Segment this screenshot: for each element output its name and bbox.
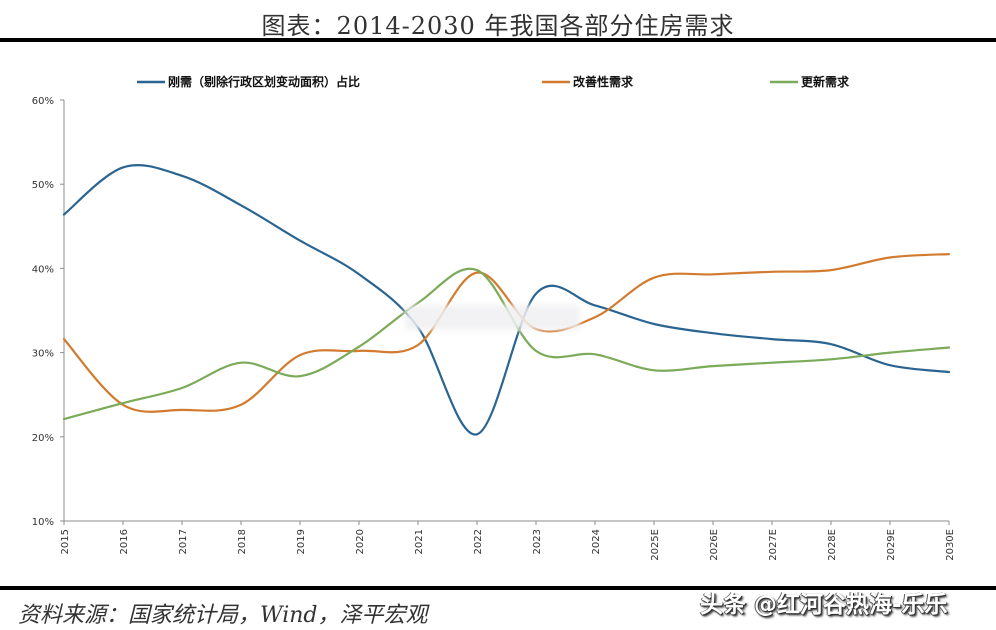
source-note: 资料来源：国家统计局，Wind，泽平宏观 xyxy=(18,603,428,628)
x-tick-label: 2026E xyxy=(709,529,720,561)
obscured-region xyxy=(405,305,580,330)
legend-label: 更新需求 xyxy=(801,74,850,89)
legend-item-rigid-demand: 刚需（剔除行政区划变动面积）占比 xyxy=(137,74,360,89)
y-tick-label: 10% xyxy=(32,517,54,528)
legend-label: 刚需（剔除行政区划变动面积）占比 xyxy=(168,74,360,89)
bottom-divider xyxy=(0,586,996,590)
x-tick-label: 2016 xyxy=(119,529,130,554)
x-tick-label: 2030E xyxy=(945,529,956,561)
watermark: 头条 @红河谷热海-乐乐 xyxy=(700,592,948,618)
series-line-renewal-demand xyxy=(62,267,951,421)
series-lines xyxy=(62,163,951,436)
x-tick-label: 2027E xyxy=(768,529,779,561)
x-tick-label: 2019 xyxy=(296,529,307,554)
x-tick-label: 2021 xyxy=(414,529,425,554)
y-tick-label: 40% xyxy=(32,264,54,275)
y-tick-label: 30% xyxy=(32,349,54,360)
legend-label: 改善性需求 xyxy=(573,74,634,89)
y-tick-label: 50% xyxy=(32,180,54,191)
x-tick-label: 2015 xyxy=(60,529,71,554)
series-line-rigid-demand xyxy=(62,163,951,436)
legend: 刚需（剔除行政区划变动面积）占比 改善性需求 更新需求 xyxy=(137,74,850,89)
x-tick-label: 2023 xyxy=(532,529,543,554)
y-tick-label: 60% xyxy=(32,96,54,107)
top-divider xyxy=(0,38,996,42)
series-line-improvement-demand xyxy=(62,253,951,413)
x-tick-label: 2029E xyxy=(886,529,897,561)
x-tick-label: 2018 xyxy=(237,529,248,554)
y-tick-label: 20% xyxy=(32,433,54,444)
x-tick-label: 2024 xyxy=(591,529,602,554)
x-axis: 2015 2016 2017 2018 2019 2020 2021 2022 2023 2024… xyxy=(60,520,956,561)
legend-item-renewal-demand: 更新需求 xyxy=(770,74,850,89)
x-tick-label: 2017 xyxy=(178,529,189,554)
x-tick-label: 2025E xyxy=(650,529,661,561)
x-tick-label: 2028E xyxy=(827,529,838,561)
line-chart: 刚需（剔除行政区划变动面积）占比 改善性需求 更新需求 10% 20% 30% 40% 50… xyxy=(32,74,956,561)
x-tick-label: 2020 xyxy=(355,529,366,554)
chart-title: 图表：2014-2030 年我国各部分住房需求 xyxy=(261,12,735,40)
legend-item-improvement-demand: 改善性需求 xyxy=(542,74,634,89)
x-tick-label: 2022 xyxy=(473,529,484,554)
y-axis: 10% 20% 30% 40% 50% 60% xyxy=(32,96,65,528)
